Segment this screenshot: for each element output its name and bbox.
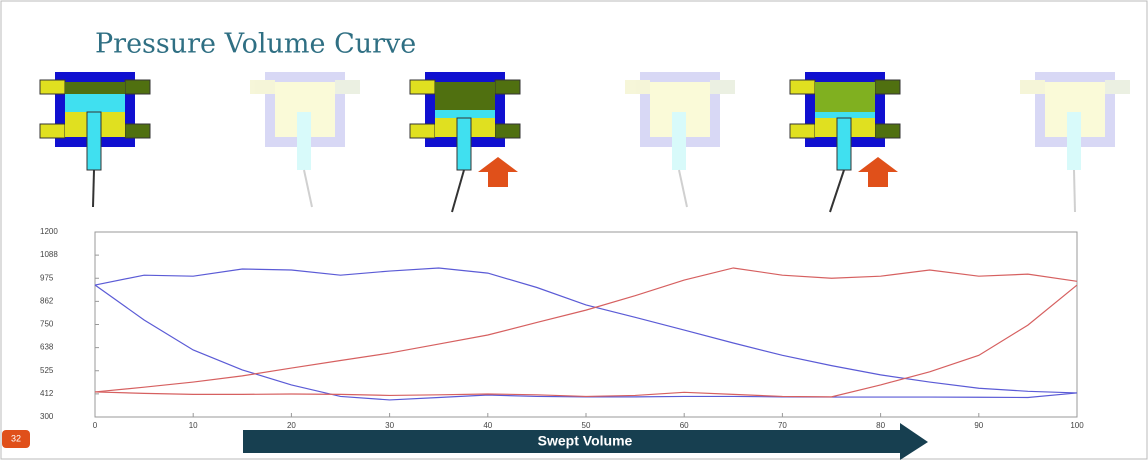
piston: [250, 72, 360, 208]
piston: [625, 72, 735, 208]
x-tick-label: 40: [483, 421, 492, 430]
x-tick-label: 10: [189, 421, 198, 430]
slide-number: 32: [11, 433, 21, 443]
x-tick-label: 100: [1070, 421, 1084, 430]
piston: [409, 72, 521, 213]
y-tick-label: 862: [40, 296, 54, 305]
x-tick-label: 0: [93, 421, 98, 430]
y-tick-label: 412: [40, 389, 54, 398]
series-line: [94, 267, 1078, 393]
x-tick-label: 70: [778, 421, 787, 430]
x-tick-label: 90: [974, 421, 983, 430]
x-tick-label: 80: [876, 421, 885, 430]
y-tick-label: 1088: [40, 250, 58, 259]
x-axis-arrow: [243, 423, 928, 460]
chart-title: Pressure Volume Curve: [95, 29, 416, 60]
x-tick-label: 30: [385, 421, 394, 430]
series-line: [94, 284, 1078, 398]
piston: [789, 72, 901, 213]
pistons: [39, 72, 1130, 213]
slide-number-badge: [2, 430, 30, 448]
x-tick-label: 50: [582, 421, 591, 430]
x-tick-label: 20: [287, 421, 296, 430]
y-tick-label: 300: [40, 412, 54, 421]
piston: [39, 72, 151, 208]
piston: [1020, 72, 1130, 213]
x-axis-label: Swept Volume: [538, 433, 633, 449]
y-tick-label: 1200: [40, 227, 58, 236]
series-line: [94, 267, 1078, 394]
y-tick-label: 750: [40, 320, 54, 329]
x-tick-label: 60: [680, 421, 689, 430]
y-tick-label: 525: [40, 366, 54, 375]
y-tick-label: 638: [40, 343, 54, 352]
y-tick-label: 975: [40, 273, 54, 282]
